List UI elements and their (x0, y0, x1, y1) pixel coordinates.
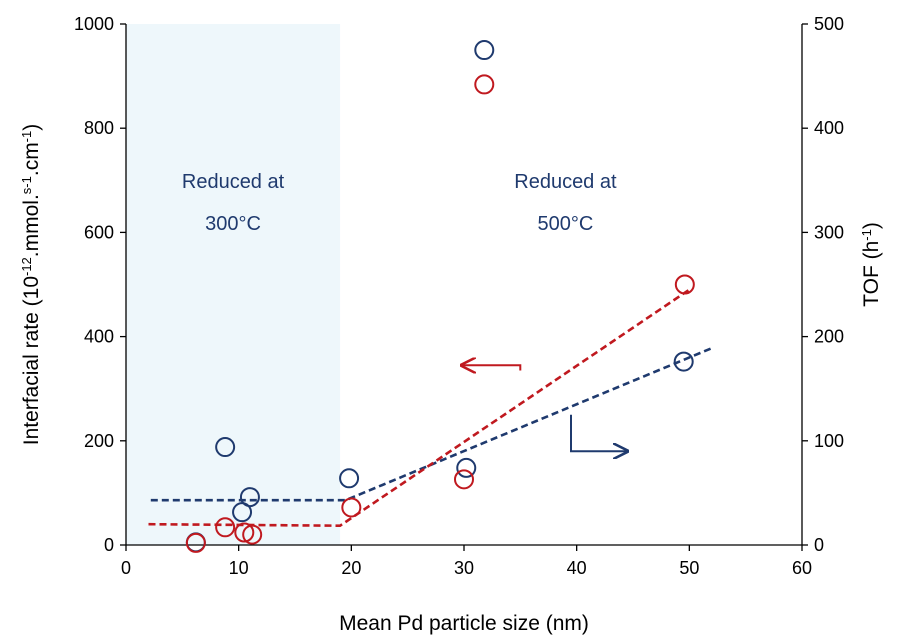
x-tick-label: 20 (341, 558, 361, 578)
y-left-tick-label: 0 (104, 535, 114, 555)
y-axis-left-label: Interfacial rate (10-12.mmol.s-1.cm-1) (19, 124, 44, 446)
y-right-tick-label: 400 (814, 118, 844, 138)
y-right-tick-label: 0 (814, 535, 824, 555)
annotation-2-line-1: Reduced at (514, 171, 617, 193)
x-axis-label: Mean Pd particle size (nm) (339, 612, 589, 635)
y-right-tick-label: 300 (814, 222, 844, 242)
data-point-right (454, 469, 474, 490)
y-left-tick-label: 600 (84, 222, 114, 242)
data-point-left (456, 457, 477, 478)
y-left-tick-label: 800 (84, 118, 114, 138)
x-tick-label: 0 (121, 558, 131, 578)
data-point-right (215, 517, 236, 538)
y-left-tick-label: 200 (84, 431, 114, 451)
y-left-tick-label: 400 (84, 327, 114, 347)
data-point-right (674, 274, 695, 295)
data-point-left (339, 468, 360, 489)
trend-line-2 (148, 288, 691, 528)
x-tick-label: 10 (229, 558, 249, 578)
annotation-2-line-2: 500°C (537, 213, 593, 235)
data-point-right (341, 497, 362, 518)
data-point-right (234, 522, 255, 543)
x-tick-label: 30 (454, 558, 474, 578)
data-point-left (673, 351, 694, 372)
axis-arrow-right (570, 414, 627, 451)
x-tick-label: 50 (679, 558, 699, 578)
y-right-tick-label: 100 (814, 431, 844, 451)
data-point-right (474, 74, 495, 95)
axis-arrow-left (462, 365, 522, 370)
data-point-left (474, 40, 495, 61)
annotation-1-line-1: Reduced at (182, 171, 285, 193)
y-axis-right-label: TOF (h-1) (859, 222, 884, 307)
y-right-tick-label: 500 (814, 14, 844, 34)
x-tick-label: 40 (567, 558, 587, 578)
y-right-tick-label: 200 (814, 327, 844, 347)
shaded-region (126, 24, 341, 545)
data-point-right (185, 532, 206, 553)
y-left-tick-label: 1000 (74, 14, 114, 34)
annotation-1-line-2: 300°C (205, 213, 261, 235)
x-tick-label: 60 (792, 558, 812, 578)
data-point-left (239, 487, 260, 508)
data-point-right (242, 524, 263, 545)
data-point-left (215, 437, 236, 458)
